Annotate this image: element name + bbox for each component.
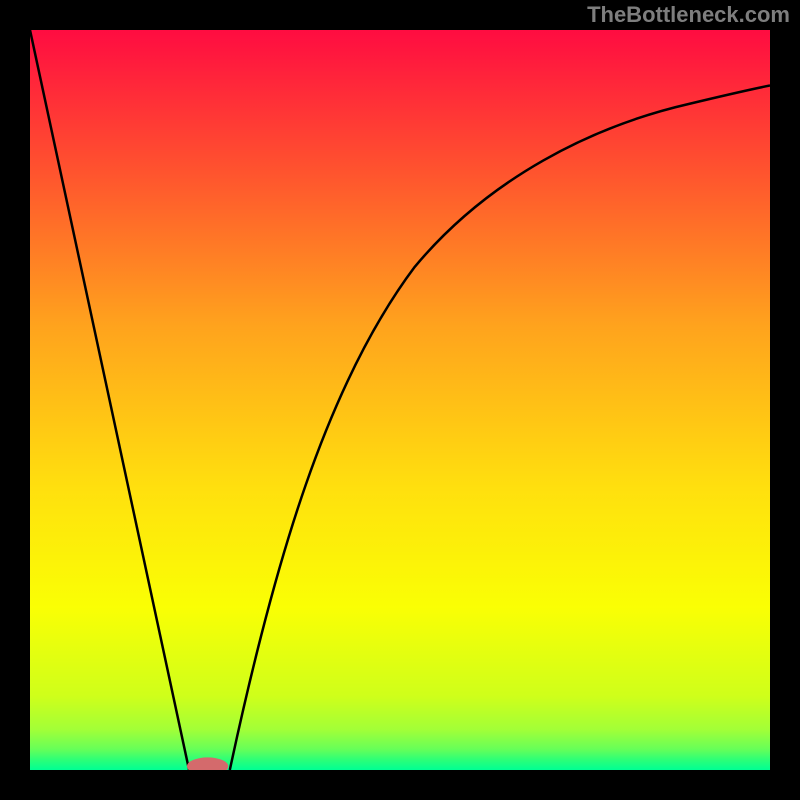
bottleneck-chart	[30, 30, 770, 770]
gradient-background	[30, 30, 770, 770]
chart-frame: TheBottleneck.com	[0, 0, 800, 800]
watermark-text: TheBottleneck.com	[587, 2, 790, 28]
